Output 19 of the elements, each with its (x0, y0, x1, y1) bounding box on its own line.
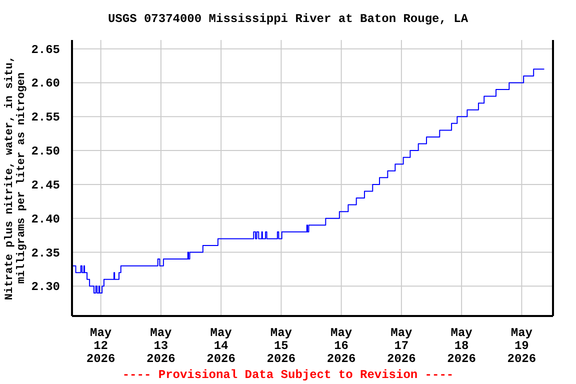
y-tick-label: 2.45 (31, 178, 60, 192)
x-tick-label: May 15 2026 (266, 326, 296, 366)
y-tick-label: 2.30 (31, 280, 60, 294)
y-tick-label: 2.65 (31, 42, 60, 57)
x-tick-label: May 12 2026 (86, 326, 116, 366)
x-tick-label: May 16 2026 (326, 326, 356, 366)
y-tick-label: 2.55 (31, 110, 60, 125)
x-tick-label: May 19 2026 (507, 326, 536, 366)
chart-title: USGS 07374000 Mississippi River at Baton Rouge, LA (106, 12, 470, 26)
x-tick-label: May 18 2026 (447, 326, 476, 366)
y-tick-label: 2.40 (31, 212, 60, 226)
y-axis-title: Nitrate plus nitrite, water, in situ, milligrams per liter as nitrogen (4, 56, 28, 300)
y-tick-label: 2.50 (31, 144, 60, 159)
x-tick-label: May 14 2026 (206, 326, 236, 366)
y-tick-label: 2.60 (31, 76, 60, 91)
text: ---- Provisional Data Subject to Revision ---- (121, 368, 455, 382)
x-tick-label: May 17 2026 (387, 326, 416, 366)
y-tick-label: 2.35 (31, 246, 60, 260)
x-tick-label: May 13 2026 (146, 326, 176, 366)
